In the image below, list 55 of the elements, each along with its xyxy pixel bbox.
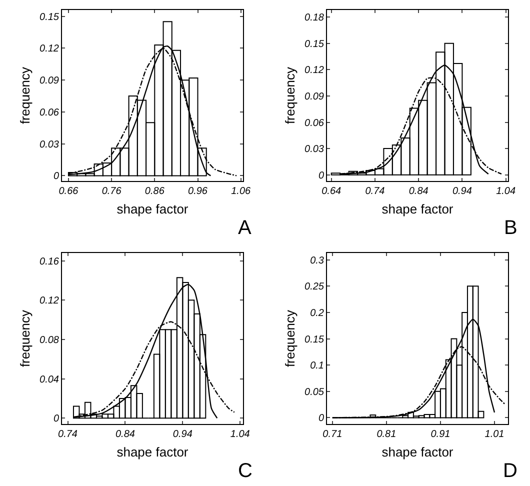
x-tick-label: 0.86 (144, 186, 165, 197)
x-tick-label: 0.81 (376, 429, 396, 440)
y-tick-label: 0.06 (304, 118, 324, 129)
x-tick-label: 1.04 (496, 186, 516, 197)
x-tick-label: 1.06 (231, 186, 252, 197)
x-tick-label: 1.04 (230, 429, 250, 440)
x-axis-title: shape factor (382, 202, 454, 217)
y-tick-label: 0.12 (40, 44, 60, 55)
y-axis-title: frequency (282, 66, 298, 124)
y-tick-label: 0.3 (310, 255, 324, 266)
x-axis-title: shape factor (116, 202, 189, 217)
y-tick-label: 0.09 (40, 76, 60, 87)
y-tick-label: 0.15 (304, 334, 324, 346)
text: C (238, 460, 252, 482)
y-tick-label: 0.12 (304, 65, 324, 76)
y-tick-label: 0.04 (40, 374, 60, 386)
y-tick-label: 0.03 (40, 139, 60, 150)
x-tick-label: 0.71 (322, 429, 342, 440)
x-tick-label: 0.74 (58, 429, 78, 440)
x-tick-label: 0.64 (322, 186, 342, 197)
x-tick-label: 0.91 (430, 429, 450, 440)
y-axis-title: frequency (17, 66, 32, 124)
y-tick-label: 0.12 (40, 296, 60, 307)
y-tick-label: 0.18 (304, 12, 324, 24)
text: B (504, 217, 518, 239)
y-tick-label: 0 (318, 170, 324, 182)
y-tick-label: 0.09 (304, 91, 324, 102)
text: A (238, 217, 252, 239)
y-tick-label: 0 (53, 171, 60, 182)
x-axis-title: shape factor (382, 444, 454, 460)
y-axis-title: frequency (282, 309, 298, 368)
y-tick-label: 0 (318, 413, 324, 424)
y-tick-label: 0.05 (304, 386, 324, 398)
x-tick-label: 0.74 (365, 186, 386, 197)
x-tick-label: 0.84 (408, 186, 429, 197)
y-tick-label: 0.2 (310, 308, 324, 319)
x-tick-label: 1.01 (484, 429, 504, 440)
x-tick-label: 0.76 (102, 186, 122, 197)
x-tick-label: 0.84 (115, 429, 136, 440)
y-tick-label: 0.06 (40, 107, 60, 118)
x-tick-label: 0.94 (452, 186, 472, 197)
y-tick-label: 0.15 (304, 38, 324, 50)
y-axis-title: frequency (17, 309, 32, 368)
y-tick-label: 0 (53, 414, 60, 425)
y-tick-label: 0.15 (40, 12, 60, 23)
x-axis-title: shape factor (116, 444, 189, 460)
y-tick-label: 0.25 (304, 282, 324, 293)
y-tick-label: 0.08 (40, 334, 60, 346)
x-tick-label: 0.66 (58, 186, 79, 197)
y-tick-label: 0.1 (310, 360, 324, 372)
y-tick-label: 0.03 (304, 144, 324, 156)
y-tick-label: 0.16 (40, 256, 60, 268)
text: D (503, 460, 518, 482)
x-tick-label: 0.94 (172, 429, 193, 440)
x-tick-label: 0.96 (188, 186, 208, 197)
